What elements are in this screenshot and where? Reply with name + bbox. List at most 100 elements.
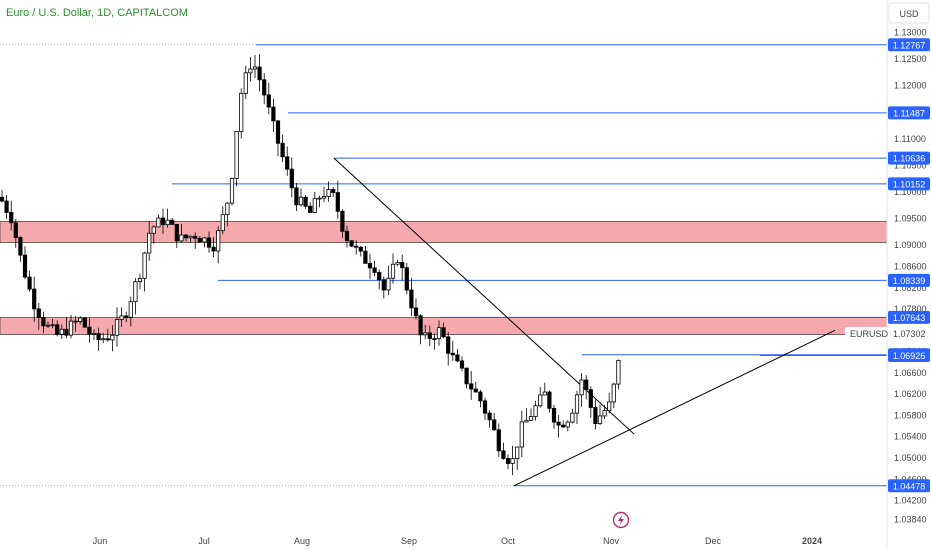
candle-bullish <box>390 263 396 279</box>
price-tick-label: 1.05800 <box>894 410 927 420</box>
candle-bearish <box>344 230 350 242</box>
candle-bearish <box>87 326 92 335</box>
candle-bullish <box>386 277 391 291</box>
candle-bearish <box>455 354 460 362</box>
candle-bearish <box>170 219 175 225</box>
candle-bullish <box>252 66 258 70</box>
currency-button[interactable]: USD <box>888 2 930 24</box>
candle-bearish <box>18 237 23 256</box>
candle-bullish <box>524 419 529 423</box>
candle-bearish <box>377 272 382 281</box>
candle-bullish <box>234 131 239 179</box>
chart-title: Euro / U.S. Dollar, 1D, CAPITALCOM <box>6 7 188 19</box>
candle-bullish <box>298 196 304 206</box>
candle-bullish <box>151 226 156 234</box>
price-tick-label: 1.09500 <box>894 214 927 224</box>
candle-bearish <box>354 245 359 248</box>
candle-bearish <box>469 383 474 390</box>
candle-bearish <box>331 189 336 193</box>
candle-bearish <box>441 327 446 338</box>
candle-bearish <box>561 424 566 428</box>
price-tick-label: 1.08600 <box>894 261 927 271</box>
candle-bullish <box>147 232 152 254</box>
time-tick-label: Sep <box>401 536 417 546</box>
candle-bullish <box>68 320 74 336</box>
candle-bearish <box>64 328 69 336</box>
candle-bearish <box>372 267 377 273</box>
candle-bearish <box>96 333 101 341</box>
candle-bullish <box>538 394 543 407</box>
candle-bullish <box>528 416 534 421</box>
candle-bullish <box>574 394 580 414</box>
candle-bullish <box>101 338 106 341</box>
price-tick-label: 1.04200 <box>894 496 927 506</box>
candle-bearish <box>124 315 129 318</box>
candle-bearish <box>363 250 368 264</box>
candle-bullish <box>579 379 584 396</box>
descending-trendline[interactable] <box>333 157 635 435</box>
price-tick-label: 1.09000 <box>894 240 927 250</box>
candle-bearish <box>262 79 267 96</box>
candle-bearish <box>367 262 373 269</box>
candle-bearish <box>289 168 294 189</box>
candle-bearish <box>193 235 198 239</box>
candle-bearish <box>36 308 41 318</box>
price-tick-label: 1.08200 <box>894 283 927 293</box>
candle-bullish <box>137 277 143 283</box>
candle-bullish <box>114 319 120 336</box>
candle-bearish <box>174 224 179 242</box>
candle-bearish <box>418 315 423 336</box>
time-tick-label: Jun <box>93 536 108 546</box>
candle-bullish <box>312 198 317 213</box>
candle-bearish <box>427 332 432 339</box>
candle-bearish <box>450 352 455 356</box>
candle-bullish <box>45 324 51 327</box>
time-tick-label: 2024 <box>802 536 822 546</box>
candle-bearish <box>409 289 414 309</box>
candle-bullish <box>239 92 244 132</box>
level-badge-1.08339 <box>888 273 930 287</box>
candle-bearish <box>551 407 557 423</box>
candle-bearish <box>183 234 189 239</box>
candle-bullish <box>616 360 621 385</box>
candle-bearish <box>308 205 313 213</box>
time-tick-label: Jul <box>198 536 210 546</box>
currency-label: USD <box>899 9 919 19</box>
candle-bullish <box>202 237 207 243</box>
candle-bearish <box>584 379 589 391</box>
candle-bearish <box>206 237 212 248</box>
level-badge-1.12767 <box>888 38 930 52</box>
horizontal-levels <box>0 44 887 487</box>
level-badge-label: 1.12767 <box>893 40 926 50</box>
candle-bearish <box>459 360 465 369</box>
candle-bullish <box>220 214 225 232</box>
level-badge-label: 1.07643 <box>893 313 926 323</box>
ascending-trendline[interactable] <box>513 329 836 487</box>
candle-bullish <box>611 383 616 403</box>
symbol-price-tag: EURUSD 1.07302 <box>845 327 932 340</box>
candle-bullish <box>188 235 193 239</box>
candle-bullish <box>229 177 235 204</box>
price-tick-label: 1.03840 <box>894 515 927 525</box>
candle-bullish <box>142 252 147 279</box>
candle-bearish <box>482 400 488 414</box>
candle-bearish <box>27 276 32 290</box>
candle-bearish <box>73 320 78 323</box>
level-badge-label: 1.10636 <box>893 154 926 164</box>
candle-bearish <box>41 316 46 327</box>
time-tick-label: Dec <box>705 536 722 546</box>
time-axis[interactable]: Jun Jul Aug Sep Oct Nov Dec 2024 <box>93 536 822 546</box>
candle-bullish <box>216 230 221 252</box>
event-marker[interactable] <box>612 511 630 529</box>
level-badge-label: 1.06926 <box>893 351 926 361</box>
candle-bearish <box>478 391 483 402</box>
candle-bullish <box>597 415 603 424</box>
level-badge-label: 1.11487 <box>893 108 925 118</box>
price-badges: 1.12767 1.11487 1.10636 1.10152 1.08339 1.076… <box>888 38 930 493</box>
candle-bearish <box>432 338 437 340</box>
candle-bullish <box>533 405 538 417</box>
candle-bullish <box>607 401 612 411</box>
price-tick-label: 1.12500 <box>894 54 927 64</box>
last-price-label: 1.07302 <box>893 329 926 339</box>
